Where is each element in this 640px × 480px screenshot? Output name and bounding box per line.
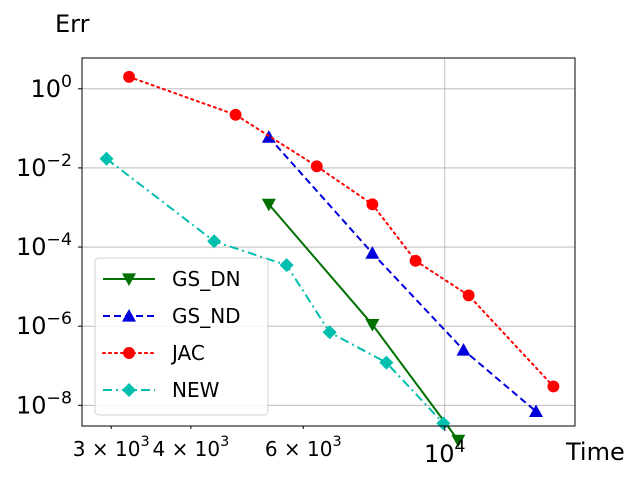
tick-labels: 100 10−2 10−4 10−6 10−83 × 103 4 × 103 6 × 103… (16, 72, 466, 468)
data-point-jac (547, 380, 560, 393)
data-point-jac (409, 254, 422, 267)
series-gs-dn (261, 198, 466, 448)
legend-item-gs-nd: GS_ND (103, 304, 241, 328)
data-point-jac (229, 108, 242, 121)
data-point-jac (123, 70, 136, 83)
y-tick-label: 10−2 (16, 151, 72, 182)
data-point-gs-nd (456, 343, 471, 356)
series-line-new (105, 158, 445, 425)
y-tick-label: 10−8 (16, 388, 72, 419)
plot-frame (81, 57, 576, 427)
data-point-new (279, 258, 294, 273)
series-gs-nd (261, 130, 544, 418)
y-tick-label: 10−6 (16, 309, 72, 340)
legend: GS_DN GS_ND JAC NEW (94, 257, 269, 416)
legend-box (94, 257, 269, 416)
data-point-gs-nd (529, 404, 544, 418)
y-tick-label: 100 (30, 72, 72, 103)
x-tick-label: 3 × 103 (73, 434, 150, 461)
data-point-new (207, 234, 222, 249)
data-point-gs-dn (365, 318, 380, 332)
legend-item-new: NEW (103, 378, 220, 402)
data-point-new (99, 151, 114, 166)
data-point-new (379, 355, 394, 370)
data-point-gs-nd (365, 246, 380, 259)
x-tick-label: 4 × 103 (152, 434, 229, 461)
legend-label-gs-dn: GS_DN (172, 267, 241, 291)
x-axis-label: Time (565, 438, 625, 466)
data-point-new (436, 416, 451, 431)
series-layer (99, 70, 560, 448)
legend-item-gs-dn: GS_DN (103, 267, 241, 291)
legend-label-new: NEW (172, 378, 220, 402)
x-tick-label: 6 × 103 (265, 434, 342, 461)
series-line-gs-nd (268, 136, 537, 413)
y-axis-label: Err (55, 10, 90, 38)
legend-item-jac: JAC (102, 341, 205, 365)
legend-marker-gs-nd (122, 309, 136, 322)
data-point-gs-dn (451, 434, 466, 448)
legend-label-jac: JAC (170, 341, 205, 365)
data-point-jac (462, 289, 475, 302)
data-point-jac (366, 198, 379, 211)
legend-marker-jac (123, 347, 135, 359)
series-jac (123, 70, 560, 393)
data-point-jac (310, 160, 323, 173)
legend-marker-new (122, 383, 136, 397)
legend-marker-gs-dn (122, 273, 136, 286)
series-new (99, 151, 451, 431)
data-point-gs-dn (261, 198, 276, 212)
x-tick-label: 104 (424, 437, 466, 468)
y-tick-label: 10−4 (16, 230, 72, 261)
data-point-new (322, 325, 337, 340)
legend-label-gs-nd: GS_ND (172, 304, 241, 328)
